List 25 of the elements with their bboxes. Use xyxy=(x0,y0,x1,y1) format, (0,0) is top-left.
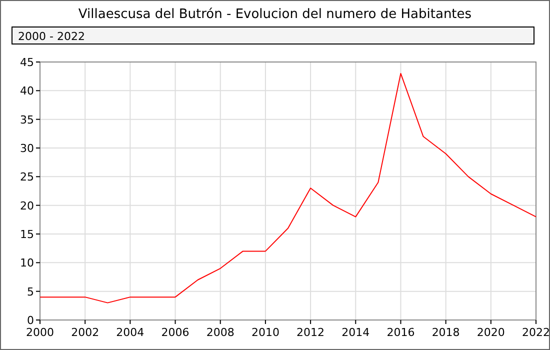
x-tick-label: 2020 xyxy=(476,326,505,339)
y-tick-label: 0 xyxy=(27,314,34,327)
x-tick-label: 2002 xyxy=(71,326,100,339)
y-tick-label: 45 xyxy=(20,56,34,69)
y-tick-label: 20 xyxy=(20,199,34,212)
x-tick-label: 2012 xyxy=(296,326,325,339)
y-tick-label: 15 xyxy=(20,228,34,241)
line-series xyxy=(40,72,536,304)
x-tick-label: 2006 xyxy=(161,326,190,339)
y-tick-label: 5 xyxy=(27,285,34,298)
x-tick-label: 2004 xyxy=(116,326,144,339)
x-tick-label: 2016 xyxy=(386,326,415,339)
y-tick-label: 35 xyxy=(20,113,34,126)
x-tick-label: 2010 xyxy=(251,326,280,339)
y-tick-label: 10 xyxy=(20,256,34,270)
x-tick-label: 2022 xyxy=(522,326,550,339)
x-tick-label: 2008 xyxy=(206,326,234,339)
x-tick-label: 2018 xyxy=(432,326,460,339)
y-tick-label: 40 xyxy=(20,84,34,98)
y-tick-label: 25 xyxy=(20,170,34,184)
chart-title: Villaescusa del Butrón - Evolucion del numero de Habitantes xyxy=(78,7,472,22)
x-tick-label: 2014 xyxy=(342,326,370,339)
x-tick-label: 2000 xyxy=(26,326,54,339)
chart-subtitle: 2000 - 2022 xyxy=(18,30,85,43)
y-tick-label: 30 xyxy=(20,142,34,155)
